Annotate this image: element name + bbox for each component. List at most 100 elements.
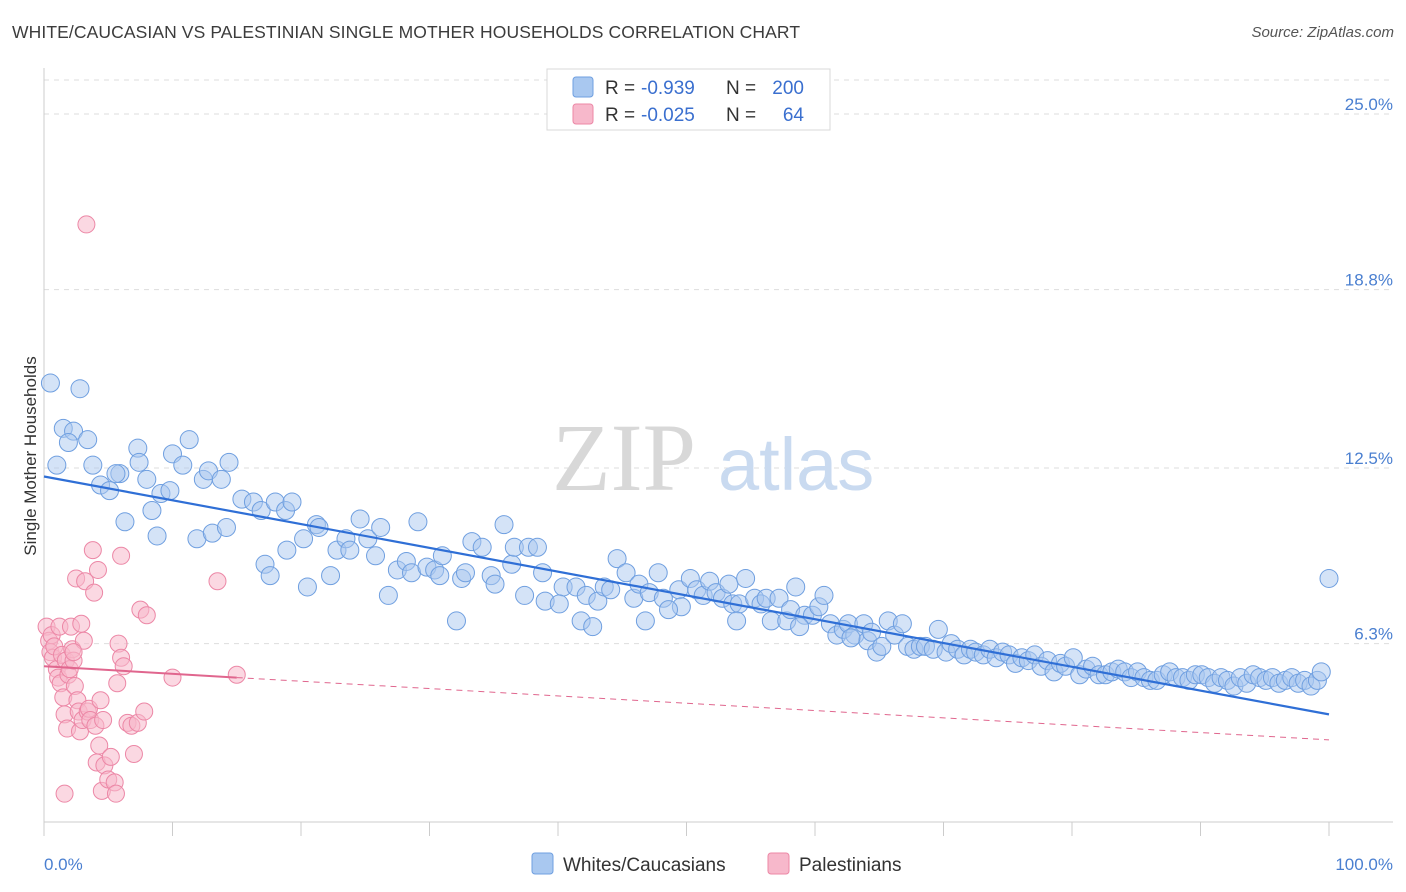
legend-box: R = -0.939 N = 200 R = -0.025 N = 64 <box>546 68 831 131</box>
y-tick-label-3: 25.0% <box>1345 95 1393 114</box>
white-point-39 <box>294 529 314 549</box>
white-point-97 <box>719 574 739 594</box>
white-trend-line <box>43 475 1330 716</box>
legend-r-value-1: -0.939 <box>641 78 695 99</box>
white-point-100 <box>736 568 756 588</box>
white-point-198 <box>549 594 569 614</box>
white-point-62 <box>455 563 475 583</box>
white-point-38 <box>277 540 297 560</box>
palestinian-point-0 <box>77 215 96 234</box>
white-point-35 <box>282 492 302 512</box>
palestinian-point-37 <box>90 736 109 755</box>
gridlines <box>44 79 1393 645</box>
white-point-26 <box>147 526 167 546</box>
watermark: ZIP atlas <box>552 404 874 511</box>
white-point-37 <box>260 566 280 586</box>
white-point-192 <box>1319 568 1339 588</box>
trend-lines <box>43 475 1330 741</box>
white-point-196 <box>635 611 655 631</box>
white-point-105 <box>769 588 789 608</box>
white-point-4 <box>78 430 98 450</box>
white-point-46 <box>340 540 360 560</box>
white-point-83 <box>616 563 636 583</box>
legend-r-value-2: -0.025 <box>641 105 695 126</box>
white-point-112 <box>814 585 834 605</box>
bottom-legend-whites: Whites/Caucasians <box>563 855 726 876</box>
white-point-17 <box>173 455 193 475</box>
x-tick-max: 100.0% <box>1335 855 1393 874</box>
x-tick-min: 0.0% <box>44 855 83 874</box>
palestinian-point-63 <box>64 643 83 662</box>
white-point-18 <box>179 430 199 450</box>
white-point-72 <box>527 537 547 557</box>
palestinian-point-61 <box>227 665 246 684</box>
y-axis-label: Single Mother Households <box>21 356 40 555</box>
white-point-21 <box>211 469 231 489</box>
white-point-66 <box>485 574 505 594</box>
white-point-195 <box>659 600 679 620</box>
white-point-24 <box>115 512 135 532</box>
white-point-51 <box>378 585 398 605</box>
chart-title: WHITE/CAUCASIAN VS PALESTINIAN SINGLE MO… <box>12 22 801 42</box>
white-point-67 <box>494 515 514 535</box>
white-point-10 <box>106 464 126 484</box>
palestinian-point-60 <box>208 572 227 591</box>
white-point-29 <box>216 517 236 537</box>
white-point-0 <box>40 373 60 393</box>
white-point-191 <box>1311 662 1331 682</box>
source-label: Source: ZipAtlas.com <box>1251 24 1394 41</box>
white-point-131 <box>928 619 948 639</box>
legend-swatch-whites <box>572 76 594 98</box>
palestinian-point-59 <box>112 546 131 565</box>
palestinian-point-57 <box>74 631 93 650</box>
white-point-49 <box>366 546 386 566</box>
white-point-6 <box>83 455 103 475</box>
white-point-58 <box>430 566 450 586</box>
white-point-197 <box>727 611 747 631</box>
white-point-108 <box>786 577 806 597</box>
white-point-13 <box>137 469 157 489</box>
white-point-73 <box>533 563 553 583</box>
palestinian-point-56 <box>55 784 74 803</box>
y-tick-label-0: 6.3% <box>1354 625 1393 644</box>
white-point-47 <box>350 509 370 529</box>
watermark-atlas: atlas <box>718 423 874 506</box>
bottom-legend-palestinians: Palestinians <box>799 855 901 876</box>
palestinian-trend-line <box>43 665 237 679</box>
palestinian-point-36 <box>88 560 107 579</box>
palestinian-point-58 <box>108 674 127 693</box>
white-point-25 <box>142 500 162 520</box>
legend-n-value-2: 64 <box>783 105 805 126</box>
white-point-64 <box>472 537 492 557</box>
white-point-71 <box>515 585 535 605</box>
white-point-22 <box>219 452 239 472</box>
bottom-legend-swatch-palestinians <box>767 852 790 875</box>
white-point-194 <box>790 617 810 637</box>
palestinian-trend-extension <box>236 677 1330 741</box>
white-point-1 <box>70 379 90 399</box>
y-tick-label-1: 12.5% <box>1345 449 1393 468</box>
legend-r-label-2: R = <box>605 105 635 126</box>
palestinian-point-54 <box>135 702 154 721</box>
bottom-legend: Whites/Caucasians Palestinians <box>531 852 901 876</box>
legend-n-value-1: 200 <box>772 78 804 99</box>
palestinian-point-32 <box>83 541 102 560</box>
palestinian-point-51 <box>124 745 143 764</box>
white-point-122 <box>872 636 892 656</box>
legend-swatch-palestinians <box>572 103 594 125</box>
white-point-7 <box>47 455 67 475</box>
white-point-87 <box>648 563 668 583</box>
white-point-5 <box>58 433 78 453</box>
palestinian-point-26 <box>72 614 91 633</box>
white-point-43 <box>321 566 341 586</box>
white-point-15 <box>160 481 180 501</box>
white-point-82 <box>607 549 627 569</box>
palestinian-point-62 <box>163 668 182 687</box>
white-point-55 <box>408 512 428 532</box>
white-point-60 <box>446 611 466 631</box>
white-point-125 <box>892 614 912 634</box>
palestinian-point-38 <box>91 691 110 710</box>
palestinian-point-48 <box>106 784 125 803</box>
white-point-41 <box>297 577 317 597</box>
